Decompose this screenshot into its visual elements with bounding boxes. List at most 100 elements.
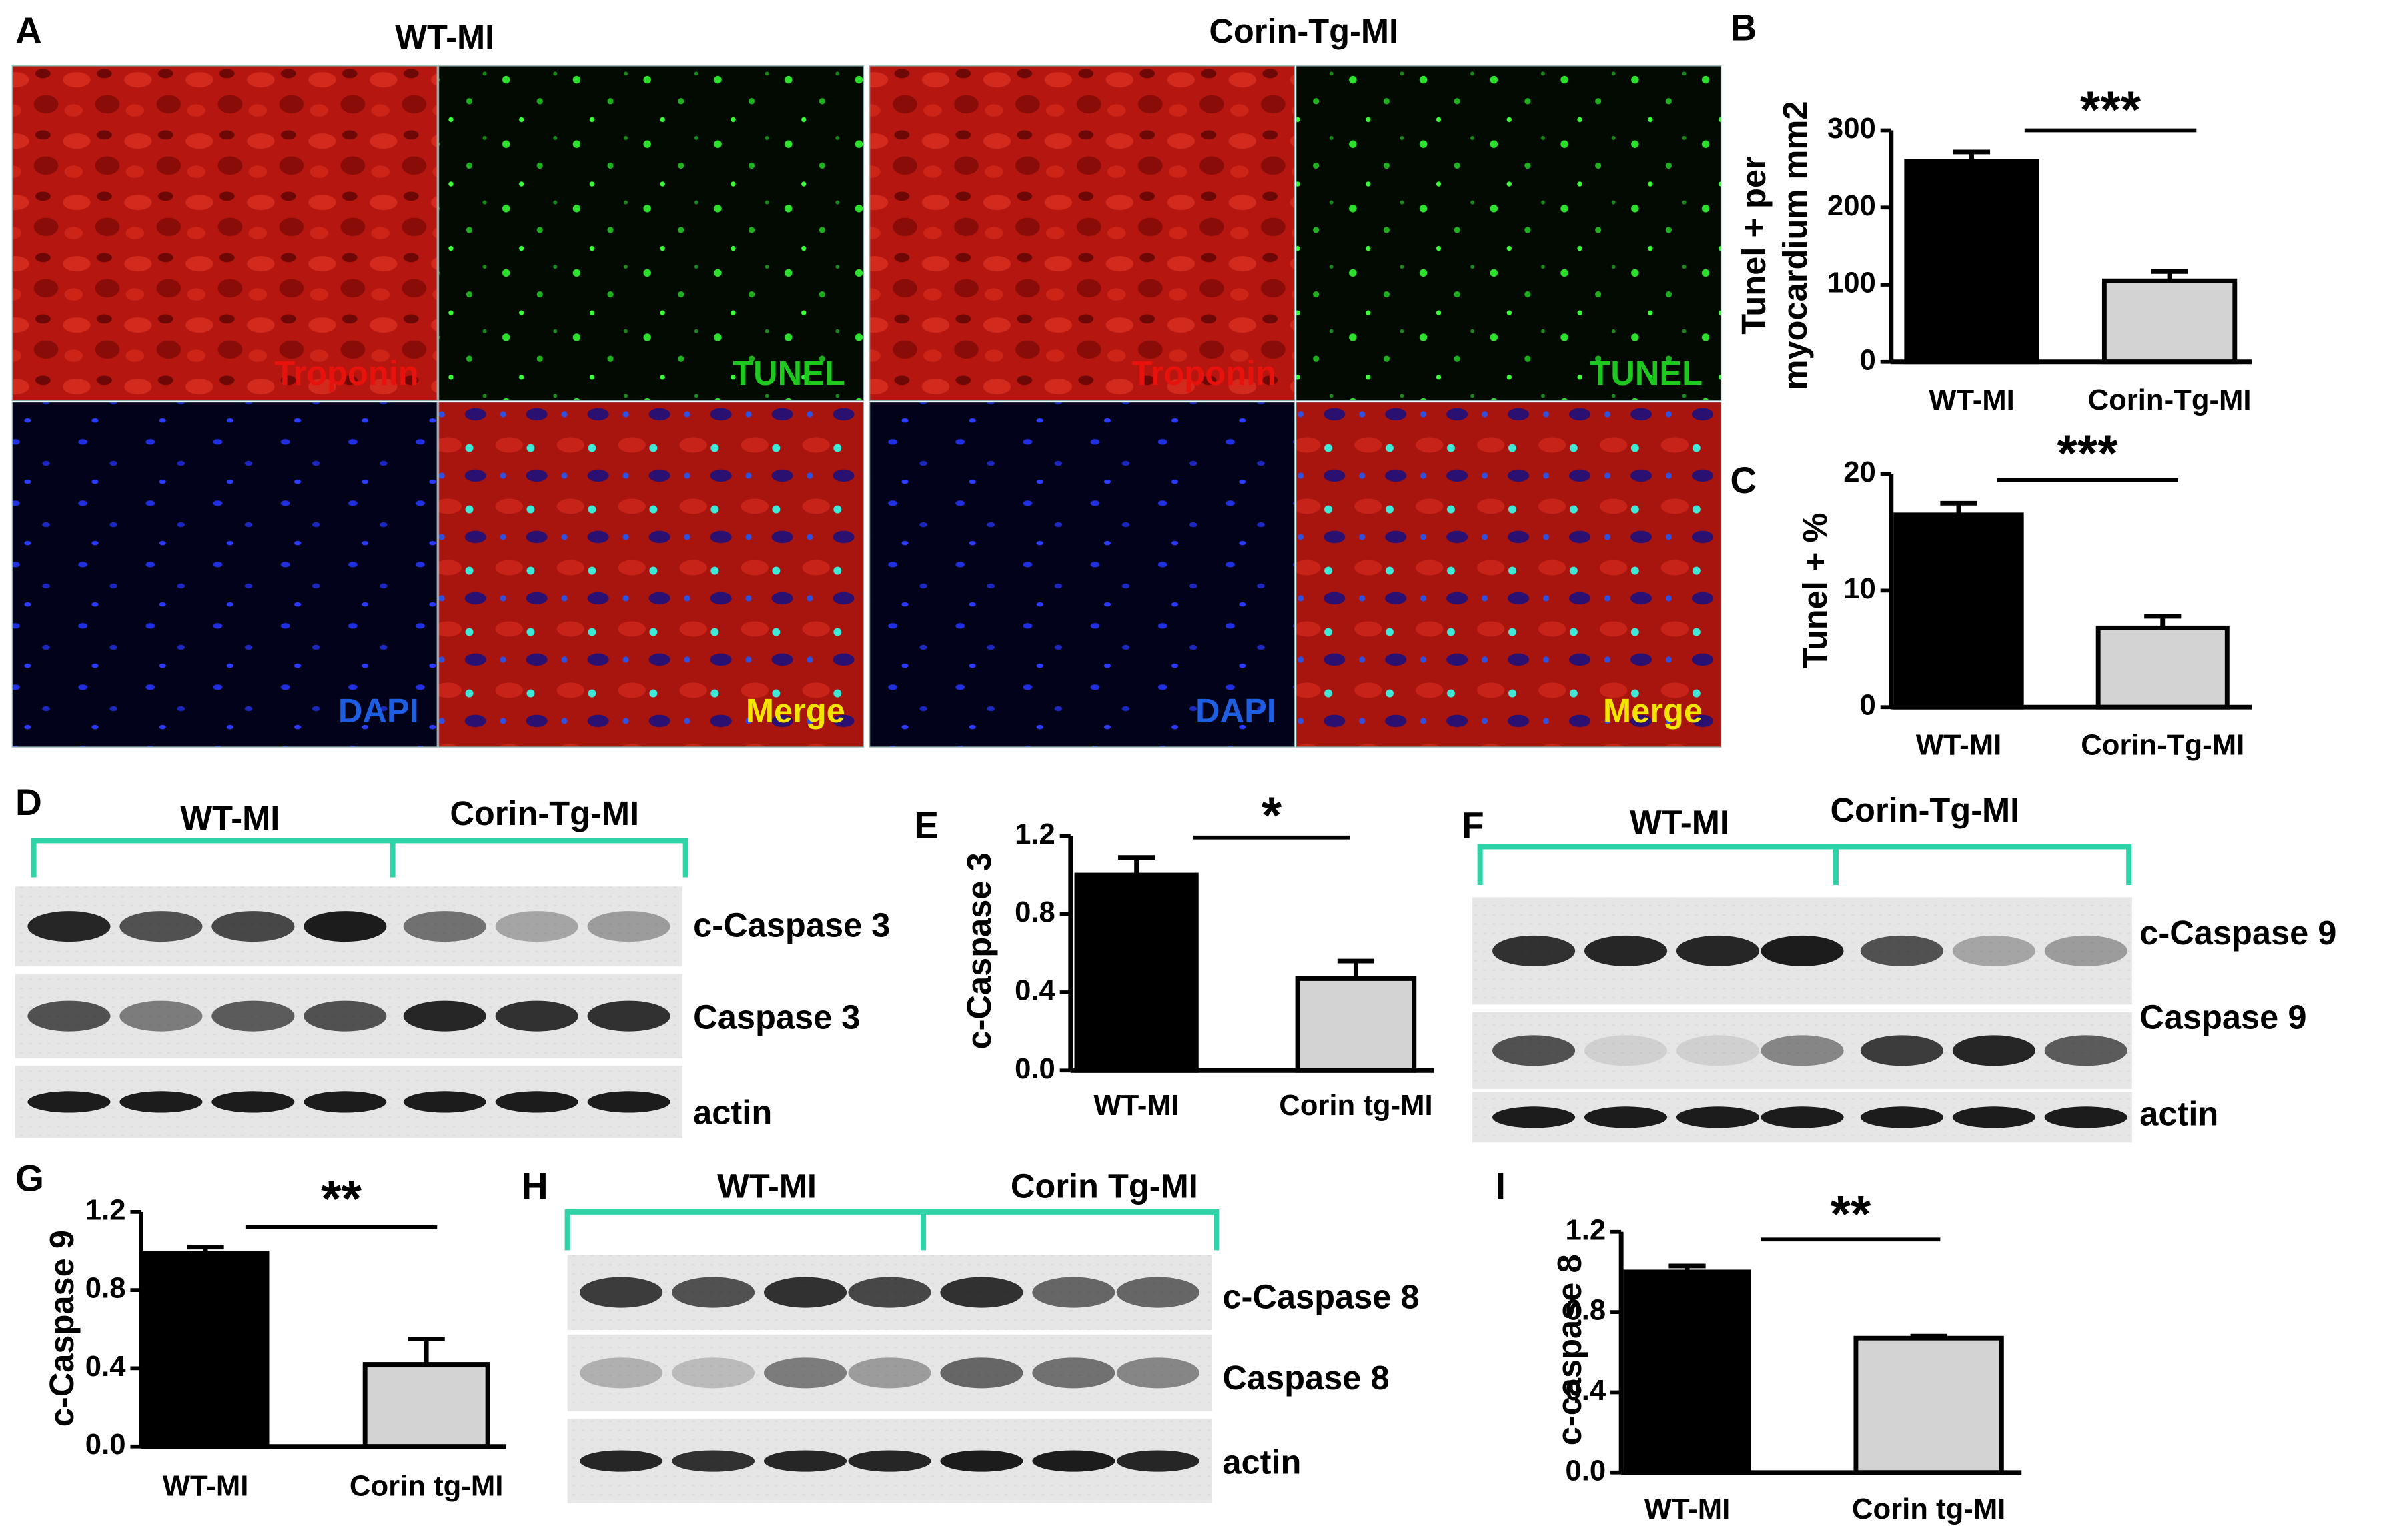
x-tick-label: Corin tg-MI: [1279, 1089, 1432, 1122]
blot-band: [1761, 1035, 1844, 1066]
blot-band: [403, 1000, 486, 1032]
row-label: Caspase 8: [1222, 1359, 1389, 1397]
blot-band: [587, 1091, 670, 1113]
group-bracket: [31, 838, 688, 878]
blot-band: [2044, 935, 2127, 966]
y-axis-label: myocardium mm2: [1776, 101, 1814, 390]
blot-band: [763, 1357, 847, 1389]
bar: [141, 1250, 270, 1449]
y-axis-label: Tunel + %: [1796, 513, 1834, 669]
micrograph: [438, 65, 865, 401]
group-label: Corin-Tg-MI: [1831, 791, 2020, 829]
x-tick-label: WT-MI: [1093, 1089, 1179, 1122]
blot-band: [1761, 1106, 1844, 1128]
panel-letter: C: [1730, 460, 1757, 501]
y-tick-label: 0.4: [85, 1350, 126, 1383]
x-tick-label: Corin tg-MI: [350, 1469, 503, 1502]
blot-band: [1492, 1106, 1576, 1128]
row-label: actin: [2139, 1095, 2218, 1133]
group-label: WT-MI: [717, 1167, 817, 1205]
blot-band: [672, 1450, 755, 1472]
blot-band: [1676, 935, 1760, 966]
micrograph: [1296, 401, 1722, 748]
blot-band: [580, 1357, 663, 1389]
blot-band: [211, 1091, 295, 1113]
stain-label: TUNEL: [1590, 354, 1703, 392]
blot-band: [672, 1277, 755, 1308]
x-tick-label: WT-MI: [1916, 729, 2002, 762]
y-tick-label: 10: [1843, 572, 1876, 605]
stain-label: Troponin: [274, 354, 418, 392]
blot-band: [495, 1000, 578, 1032]
error-bar: [187, 1245, 224, 1253]
y-axis-label: c-Caspase 3: [960, 852, 998, 1049]
blot-band: [119, 911, 203, 942]
x-tick-label: Corin tg-MI: [1852, 1493, 2005, 1525]
blot-band: [1860, 1106, 1943, 1128]
blot-band: [848, 1277, 931, 1308]
significance-mark: *: [1262, 786, 1282, 844]
error-bar: [1337, 958, 1374, 979]
y-tick-label: 0.0: [85, 1428, 126, 1461]
blot-band: [211, 911, 295, 942]
panel-letter: G: [15, 1157, 44, 1199]
group-label: Corin Tg-MI: [1011, 1167, 1198, 1205]
blot-band: [1952, 1106, 2035, 1128]
stain-label: Troponin: [1132, 354, 1276, 392]
panel-letter: I: [1496, 1165, 1506, 1207]
blot-band: [1952, 935, 2035, 966]
blot-band: [1492, 1035, 1576, 1066]
blot-band: [763, 1450, 847, 1472]
significance-mark: **: [321, 1169, 362, 1228]
bar: [1623, 1269, 1751, 1475]
blot-band: [304, 911, 387, 942]
error-bar: [1940, 500, 1977, 515]
blot-band: [1032, 1277, 1115, 1308]
y-tick-label: 0.8: [1565, 1294, 1606, 1327]
x-tick-label: Corin-Tg-MI: [2088, 383, 2252, 416]
blot-band: [1584, 1106, 1668, 1128]
group-bracket: [564, 1209, 1220, 1251]
y-tick-label: 1.2: [1565, 1213, 1606, 1246]
y-axis-label: c-caspase 8: [1550, 1254, 1588, 1445]
blot-band: [580, 1277, 663, 1308]
x-tick-label: WT-MI: [1644, 1493, 1731, 1525]
x-tick-label: WT-MI: [1929, 383, 2015, 416]
row-label: c-Caspase 3: [693, 906, 890, 944]
group-bracket: [1477, 844, 2132, 885]
blot-band: [1032, 1450, 1115, 1472]
x-tick-label: Corin-Tg-MI: [2081, 729, 2244, 762]
group-label: WT-MI: [1630, 804, 1729, 842]
blot-band: [1116, 1277, 1199, 1308]
y-tick-label: 20: [1843, 456, 1876, 488]
bar: [2101, 278, 2238, 365]
stain-label: DAPI: [338, 692, 419, 730]
group-title: WT-MI: [395, 18, 494, 56]
panel-letter: A: [15, 10, 42, 51]
y-tick-label: 0.4: [1565, 1374, 1606, 1407]
blot-band: [1032, 1357, 1115, 1389]
stain-label: DAPI: [1195, 692, 1276, 730]
micrograph: [1296, 65, 1722, 401]
row-label: actin: [693, 1093, 772, 1131]
panel-letter: H: [522, 1165, 548, 1207]
row-label: Caspase 3: [693, 998, 860, 1036]
y-tick-label: 1.2: [85, 1193, 126, 1226]
blot-band: [1116, 1450, 1199, 1472]
error-bar: [408, 1336, 445, 1365]
x-tick-label: WT-MI: [163, 1469, 249, 1502]
error-bar: [1953, 149, 1991, 161]
bar: [1893, 512, 2024, 710]
blot-band: [940, 1357, 1023, 1389]
y-axis-label: Tunel + per: [1735, 156, 1773, 335]
blot-band: [1860, 935, 1943, 966]
blot-band: [1952, 1035, 2035, 1066]
panel-letter: B: [1730, 7, 1757, 49]
bar: [1904, 159, 2039, 365]
row-label: Caspase 9: [2139, 998, 2306, 1036]
row-label: actin: [1222, 1443, 1301, 1481]
blot-band: [580, 1450, 663, 1472]
blot-band: [1584, 1035, 1668, 1066]
blot-band: [211, 1000, 295, 1032]
panel-letter: D: [15, 782, 42, 823]
